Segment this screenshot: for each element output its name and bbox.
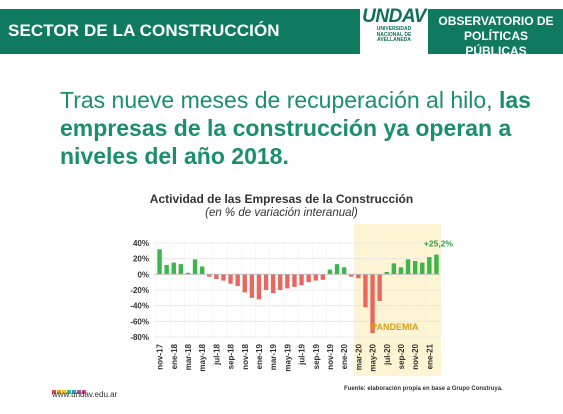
sector-title: SECTOR DE LA CONSTRUCCIÓN xyxy=(8,21,280,40)
footer-url: www.undav.edu.ar xyxy=(52,390,118,399)
bar-jun-19 xyxy=(292,274,297,287)
bar-ago-18 xyxy=(221,274,226,281)
y-tick-label: -80% xyxy=(130,333,149,342)
brand-dot xyxy=(82,390,86,394)
x-tick-label: ene-18 xyxy=(170,343,179,369)
bar-oct-19 xyxy=(320,274,326,280)
logo-subtitle-line-2: NACIONAL DE xyxy=(376,31,412,38)
brand-dot xyxy=(62,390,66,394)
bar-jun-18 xyxy=(207,274,212,277)
x-tick-label: jul-20 xyxy=(383,343,392,365)
y-tick-label: 20% xyxy=(133,255,149,264)
x-tick-label: nov-19 xyxy=(326,343,335,369)
observatorio-line-2: POLÍTICAS PÚBLICAS xyxy=(463,29,528,58)
bar-sep-18 xyxy=(228,274,233,284)
bar-feb-18 xyxy=(178,264,184,275)
bar-ene-21 xyxy=(427,257,432,275)
last-value-label: +25,2% xyxy=(424,239,454,249)
x-tick-label: jul-18 xyxy=(212,343,221,365)
bar-feb-21 xyxy=(434,254,439,275)
brand-dots xyxy=(52,381,87,399)
y-tick-label: 40% xyxy=(133,239,149,248)
x-tick-label: may-19 xyxy=(283,343,292,371)
bar-ago-20 xyxy=(391,263,397,275)
x-tick-label: sep-19 xyxy=(312,343,321,369)
bar-may-19 xyxy=(285,274,290,289)
header-band xyxy=(0,9,563,54)
brand-dot xyxy=(67,390,71,394)
bar-sep-20 xyxy=(398,267,404,275)
bar-dic-20 xyxy=(420,262,425,275)
bar-oct-18 xyxy=(235,274,240,287)
bar-ene-18 xyxy=(171,262,176,275)
pandemic-label: PANDEMIA xyxy=(371,322,419,332)
logo-subtitle-line-3: AVELLANEDA xyxy=(377,37,411,43)
bar-ago-19 xyxy=(306,274,311,283)
bar-oct-20 xyxy=(405,259,411,275)
bar-jul-19 xyxy=(299,274,304,286)
x-tick-label: nov-17 xyxy=(156,343,165,369)
undav-logo: UNDAV UNIVERSIDAD NACIONAL DE AVELLANEDA xyxy=(360,4,428,60)
y-tick-label: -20% xyxy=(130,286,149,295)
bar-mar-18 xyxy=(185,272,191,275)
bar-jul-18 xyxy=(214,274,219,280)
x-tick-label: ene-19 xyxy=(255,343,264,369)
bar-dic-19 xyxy=(334,264,340,275)
bar-ene-19 xyxy=(256,274,262,300)
brand-dot xyxy=(77,390,81,394)
bar-jun-20 xyxy=(377,274,382,301)
x-tick-label: mar-19 xyxy=(269,343,278,370)
y-tick-label: -40% xyxy=(130,302,149,311)
bar-dic-17 xyxy=(164,264,169,275)
brand-dot xyxy=(57,390,61,394)
x-tick-label: mar-18 xyxy=(184,343,193,370)
logo-wordmark: UNDAV xyxy=(362,6,426,27)
bar-mar-20 xyxy=(356,274,361,279)
bar-nov-20 xyxy=(412,261,418,275)
bar-may-18 xyxy=(199,266,205,275)
bar-mar-19 xyxy=(270,274,276,294)
observatorio-line-1: OBSERVATORIO DE xyxy=(438,14,554,28)
headline-bold: las empresas de la construcción ya opera… xyxy=(60,87,531,169)
y-tick-label: 0% xyxy=(137,270,149,279)
bar-jul-20 xyxy=(384,271,389,275)
logo-subtitle-line-1: UNIVERSIDAD xyxy=(376,26,412,32)
headline-normal: Tras nueve meses de recuperación al hilo… xyxy=(60,87,499,113)
bar-may-20 xyxy=(370,274,375,334)
brand-dot xyxy=(72,390,76,394)
bar-nov-17 xyxy=(157,249,162,275)
x-tick-label: jul-19 xyxy=(298,343,307,365)
bar-abr-19 xyxy=(278,274,283,290)
x-tick-label: ene-20 xyxy=(340,343,349,369)
header: SECTOR DE LA CONSTRUCCIÓN UNDAV UNIVERSI… xyxy=(0,0,563,60)
bar-abr-20 xyxy=(363,274,368,308)
brand-dot xyxy=(52,390,56,394)
footer-source: Fuente: elaboración propia en base a Gru… xyxy=(344,386,503,392)
bar-feb-19 xyxy=(263,274,269,290)
x-tick-label: may-18 xyxy=(198,343,207,371)
x-tick-label: sep-18 xyxy=(227,343,236,369)
y-tick-label: -60% xyxy=(130,317,149,326)
chart-subtitle: (en % de variación interanual) xyxy=(205,207,358,219)
x-tick-label: nov-20 xyxy=(411,343,420,369)
bar-feb-20 xyxy=(349,274,354,277)
x-tick-label: sep-20 xyxy=(397,343,406,369)
x-tick-label: nov-18 xyxy=(241,343,250,369)
observatorio-title: OBSERVATORIO DE POLÍTICAS PÚBLICAS xyxy=(432,14,560,59)
x-tick-label: ene-21 xyxy=(425,343,434,369)
bar-ene-20 xyxy=(341,267,347,275)
x-tick-label: mar-20 xyxy=(354,343,363,370)
bar-nov-18 xyxy=(242,274,247,293)
bar-nov-19 xyxy=(327,269,333,275)
activity-bar-chart: 40% 20% 0% -20% -40% -60% -80% nov-17 ene-18 mar-… xyxy=(130,224,454,376)
bar-sep-19 xyxy=(313,274,318,281)
headline: Tras nueve meses de recuperación al hilo… xyxy=(60,86,540,170)
x-tick-label: may-20 xyxy=(369,343,378,371)
chart-title: Actividad de las Empresas de la Construc… xyxy=(149,192,414,206)
bar-abr-18 xyxy=(192,259,198,275)
bar-dic-18 xyxy=(249,274,255,298)
